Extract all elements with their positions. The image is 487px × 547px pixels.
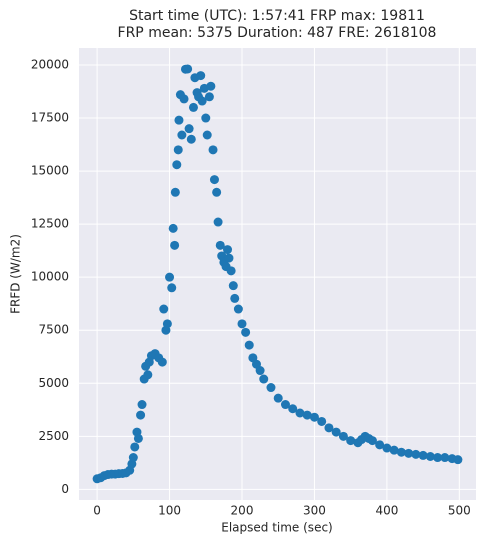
- point: [208, 145, 218, 155]
- point: [204, 92, 214, 102]
- point: [367, 436, 377, 446]
- x-tick-label: 400: [375, 504, 398, 518]
- point: [167, 283, 177, 293]
- point: [346, 436, 356, 446]
- point: [206, 81, 216, 91]
- point: [173, 145, 183, 155]
- point: [162, 319, 172, 329]
- y-tick-label: 2500: [38, 429, 69, 443]
- point: [209, 175, 219, 185]
- y-tick-label: 20000: [31, 57, 69, 71]
- x-tick-label: 200: [231, 504, 254, 518]
- point: [168, 223, 178, 233]
- y-tick-label: 0: [61, 482, 69, 496]
- point: [375, 440, 385, 450]
- y-tick-label: 5000: [38, 376, 69, 390]
- point: [197, 96, 207, 106]
- y-tick-label: 15000: [31, 164, 69, 178]
- point: [266, 383, 276, 393]
- point: [196, 71, 206, 81]
- point: [433, 453, 443, 463]
- point: [170, 187, 180, 197]
- point: [382, 443, 392, 453]
- point: [174, 115, 184, 125]
- point: [309, 412, 319, 422]
- x-tick-label: 500: [448, 504, 471, 518]
- point: [244, 340, 254, 350]
- point: [241, 327, 251, 337]
- point: [404, 448, 414, 458]
- point: [157, 357, 167, 367]
- point: [213, 217, 223, 227]
- point: [172, 160, 182, 170]
- point: [418, 450, 428, 460]
- point: [440, 453, 450, 463]
- point: [338, 431, 348, 441]
- point: [228, 281, 238, 291]
- point: [186, 134, 196, 144]
- point: [179, 94, 189, 104]
- point: [259, 374, 269, 384]
- point: [137, 400, 147, 410]
- point: [389, 445, 399, 455]
- point: [170, 240, 180, 250]
- point: [273, 393, 283, 403]
- point: [237, 319, 247, 329]
- point: [302, 410, 312, 420]
- point: [212, 187, 222, 197]
- point: [425, 451, 435, 461]
- point: [396, 447, 406, 457]
- point: [453, 455, 463, 465]
- point: [133, 433, 143, 443]
- y-tick-label: 7500: [38, 323, 69, 337]
- point: [165, 272, 175, 282]
- point: [215, 240, 225, 250]
- point: [331, 427, 341, 437]
- point: [130, 442, 140, 452]
- point: [223, 245, 233, 255]
- point: [255, 366, 265, 376]
- point: [280, 400, 290, 410]
- point: [288, 404, 298, 414]
- point: [411, 449, 421, 459]
- y-tick-label: 10000: [31, 270, 69, 284]
- point: [230, 293, 240, 303]
- point: [128, 453, 138, 463]
- point: [201, 113, 211, 123]
- point: [184, 124, 194, 134]
- point: [233, 304, 243, 314]
- point: [226, 266, 236, 276]
- point: [295, 408, 305, 418]
- point: [188, 102, 198, 112]
- chart-title: Start time (UTC): 1:57:41 FRP max: 19811: [129, 8, 425, 24]
- x-axis-label: Elapsed time (sec): [221, 521, 332, 535]
- y-axis-label: FRFD (W/m2): [9, 234, 23, 314]
- x-tick-label: 300: [303, 504, 326, 518]
- y-tick-label: 17500: [31, 111, 69, 125]
- plot-area: [79, 48, 476, 500]
- point: [324, 423, 334, 433]
- y-tick-label: 12500: [31, 217, 69, 231]
- point: [202, 130, 212, 140]
- chart-title: FRP mean: 5375 Duration: 487 FRE: 261810…: [118, 25, 437, 41]
- point: [136, 410, 146, 420]
- point: [224, 253, 234, 263]
- point: [159, 304, 169, 314]
- point: [317, 416, 327, 426]
- x-tick-label: 100: [158, 504, 181, 518]
- point: [183, 64, 193, 74]
- point: [143, 370, 153, 380]
- x-tick-label: 0: [93, 504, 101, 518]
- point: [177, 130, 187, 140]
